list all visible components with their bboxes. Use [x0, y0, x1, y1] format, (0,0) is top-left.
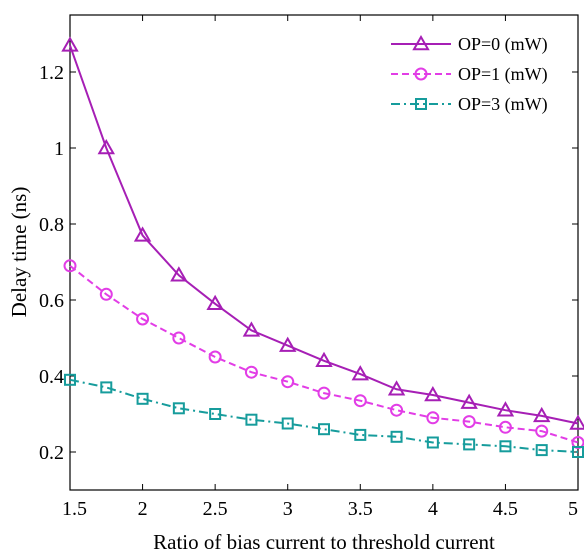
data-point: [136, 312, 150, 326]
legend-entry-1: OP=1 (mW): [391, 64, 548, 85]
x-tick-label: 2.5: [203, 498, 228, 520]
data-point: [354, 428, 367, 441]
y-axis-title: Delay time (ns): [7, 187, 31, 318]
data-point: [281, 375, 295, 389]
data-point: [426, 411, 440, 425]
data-point: [532, 406, 551, 423]
data-point: [390, 403, 404, 417]
data-point: [170, 266, 188, 282]
legend-entry-2: OP=3 (mW): [391, 94, 548, 115]
legend-entry-0: OP=0 (mW): [391, 34, 548, 55]
series-1: [63, 259, 584, 449]
data-point: [535, 444, 548, 457]
x-tick-label: 4: [428, 498, 438, 520]
axis-ticks: 1.5 2 2.5 3 3.5 4 4.5 5 0.2 0.4 0.6 0.8 1 1.2: [39, 15, 579, 520]
data-point: [209, 408, 222, 420]
x-tick-label: 2: [138, 498, 148, 520]
legend-label: OP=0 (mW): [458, 34, 548, 55]
data-point: [317, 386, 331, 400]
data-point: [315, 351, 333, 368]
data-point: [133, 226, 152, 242]
data-point: [462, 415, 476, 429]
data-point: [136, 392, 149, 405]
series-2: [64, 373, 584, 458]
data-point: [390, 430, 403, 443]
legend-label: OP=1 (mW): [458, 64, 548, 85]
x-tick-label: 3.5: [348, 498, 373, 520]
data-point: [206, 294, 224, 311]
legend-marker: [415, 98, 427, 110]
data-point: [172, 402, 185, 415]
y-tick-label: 0.8: [39, 214, 64, 236]
data-point: [99, 287, 113, 301]
data-point: [426, 436, 439, 449]
data-point: [172, 331, 186, 345]
data-point: [351, 365, 370, 381]
data-point: [535, 424, 549, 438]
data-point: [387, 380, 406, 396]
x-tick-label: 5: [568, 498, 578, 520]
data-point: [318, 423, 330, 436]
series-line: [69, 45, 579, 425]
series-layer: [61, 36, 584, 458]
data-point: [278, 336, 297, 352]
x-axis-title: Ratio of bias current to threshold curre…: [153, 530, 495, 554]
plot-frame: [69, 14, 579, 491]
data-point: [499, 440, 512, 453]
data-point: [63, 259, 77, 273]
x-tick-label: 1.5: [62, 498, 87, 520]
data-point: [244, 365, 258, 379]
y-tick-label: 1: [54, 138, 64, 160]
legend: OP=0 (mW) OP=1 (mW) OP=3 (mW): [391, 34, 548, 115]
x-tick-label: 4.5: [493, 498, 518, 520]
data-point: [100, 381, 113, 394]
data-point: [460, 393, 478, 409]
data-point: [463, 438, 476, 451]
data-point: [424, 385, 442, 402]
data-point: [97, 138, 116, 155]
data-point: [61, 36, 79, 52]
data-point: [281, 417, 294, 430]
series-line: [69, 265, 579, 444]
data-point: [572, 446, 584, 458]
y-tick-label: 1.2: [39, 62, 64, 84]
legend-marker: [412, 34, 430, 51]
y-tick-label: 0.2: [39, 442, 64, 464]
y-tick-label: 0.6: [39, 290, 64, 312]
data-point: [569, 414, 584, 430]
legend-label: OP=3 (mW): [458, 94, 548, 115]
data-point: [496, 401, 515, 417]
data-point: [353, 394, 367, 408]
series-0: [61, 36, 584, 430]
data-point: [64, 373, 76, 386]
x-tick-label: 3: [283, 498, 293, 520]
data-point: [208, 350, 222, 364]
data-point: [242, 321, 261, 337]
data-point: [245, 413, 258, 426]
y-tick-label: 0.4: [39, 366, 64, 388]
data-point: [498, 420, 512, 434]
legend-marker: [414, 67, 428, 81]
